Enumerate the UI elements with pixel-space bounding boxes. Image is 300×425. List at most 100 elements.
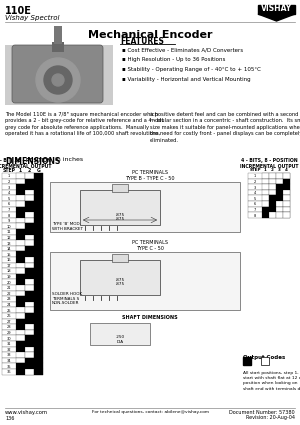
Bar: [269, 212, 276, 218]
Text: 12: 12: [7, 236, 11, 240]
Bar: [34, 240, 43, 246]
Text: Output Codes: Output Codes: [243, 355, 285, 360]
Text: www.vishay.com: www.vishay.com: [5, 410, 48, 415]
Bar: [262, 212, 269, 218]
Bar: [34, 363, 43, 369]
Circle shape: [36, 58, 80, 102]
Bar: [283, 201, 290, 207]
Bar: [16, 229, 25, 235]
Bar: [25, 240, 34, 246]
Bar: [16, 196, 25, 201]
Bar: [2, 207, 43, 212]
Bar: [16, 235, 25, 240]
Text: PC TERMINALS
TYPE C - 50: PC TERMINALS TYPE C - 50: [132, 240, 168, 251]
Bar: [25, 319, 34, 324]
Bar: [34, 246, 43, 252]
Bar: [2, 291, 43, 296]
Bar: [25, 263, 34, 268]
Text: PC TERMINALS
TYPE B - TYPE C - 50: PC TERMINALS TYPE B - TYPE C - 50: [125, 170, 175, 181]
Bar: [2, 246, 43, 252]
Bar: [16, 302, 25, 307]
Text: 15: 15: [7, 253, 11, 257]
Bar: [25, 252, 34, 257]
Bar: [283, 190, 290, 196]
Text: The Model 110E is a 7/8" square mechanical encoder which
provides a 2 - bit grey: The Model 110E is a 7/8" square mechanic…: [5, 112, 164, 136]
Bar: [2, 335, 43, 341]
Text: 5: 5: [254, 197, 256, 201]
Text: 20: 20: [7, 280, 11, 285]
Bar: [25, 173, 34, 178]
Text: .250
DIA: .250 DIA: [116, 335, 124, 343]
Text: ▪ Stability - Operating Range of - 40°C to + 105°C: ▪ Stability - Operating Range of - 40°C …: [122, 67, 261, 72]
Bar: [269, 196, 276, 201]
Bar: [25, 196, 34, 201]
Bar: [25, 246, 34, 252]
Bar: [34, 279, 43, 285]
Bar: [16, 263, 25, 268]
Bar: [248, 207, 290, 212]
Bar: [2, 369, 43, 374]
Text: SOLDER HOOK
TERMINALS S
NON-SOLDER: SOLDER HOOK TERMINALS S NON-SOLDER: [52, 292, 82, 305]
Bar: [248, 190, 290, 196]
Text: 29: 29: [7, 331, 11, 335]
Bar: [2, 212, 43, 218]
Bar: [276, 178, 283, 184]
Bar: [248, 184, 290, 190]
Text: 6: 6: [8, 202, 10, 206]
Bar: [276, 190, 283, 196]
Bar: [34, 330, 43, 335]
Text: G: G: [37, 168, 41, 173]
Text: 4: 4: [254, 191, 256, 195]
Text: 2: 2: [254, 180, 256, 184]
Bar: [2, 341, 43, 347]
Bar: [25, 291, 34, 296]
Bar: [16, 347, 25, 352]
Bar: [269, 190, 276, 196]
Bar: [16, 313, 25, 319]
Bar: [25, 296, 34, 302]
Text: 2: 2: [28, 168, 31, 173]
Bar: [2, 235, 43, 240]
Text: 2: 2: [271, 168, 274, 172]
Bar: [25, 313, 34, 319]
Text: 24: 24: [7, 303, 11, 307]
Bar: [34, 263, 43, 268]
Bar: [2, 302, 43, 307]
Text: 6: 6: [254, 202, 256, 206]
Text: 10: 10: [7, 225, 11, 229]
Bar: [34, 229, 43, 235]
Bar: [25, 363, 34, 369]
Bar: [262, 178, 269, 184]
Text: in inches: in inches: [53, 157, 83, 162]
Bar: [25, 190, 34, 196]
Text: 4: 4: [285, 168, 288, 172]
Bar: [16, 324, 25, 330]
Bar: [283, 184, 290, 190]
Bar: [276, 196, 283, 201]
Bar: [25, 302, 34, 307]
Bar: [50, 252, 240, 310]
Bar: [2, 307, 43, 313]
Bar: [2, 229, 43, 235]
Bar: [16, 257, 25, 263]
Text: 14: 14: [7, 247, 11, 251]
Bar: [262, 173, 269, 178]
Bar: [54, 26, 62, 44]
Bar: [2, 285, 43, 291]
Text: 110E: 110E: [5, 6, 32, 16]
Text: TYPE 'B' MOD.
WITH BRACKET: TYPE 'B' MOD. WITH BRACKET: [52, 222, 83, 231]
Bar: [25, 257, 34, 263]
Bar: [269, 184, 276, 190]
Bar: [25, 279, 34, 285]
Text: 3: 3: [8, 185, 10, 190]
Bar: [16, 279, 25, 285]
Text: 28: 28: [7, 326, 11, 329]
Text: STEP: STEP: [2, 168, 16, 173]
Bar: [283, 173, 290, 178]
Bar: [276, 184, 283, 190]
Bar: [2, 240, 43, 246]
Bar: [34, 313, 43, 319]
Bar: [34, 296, 43, 302]
Text: 2 - BIT, 36 - POSITION
INCREMENTAL OUTPUT: 2 - BIT, 36 - POSITION INCREMENTAL OUTPU…: [0, 158, 52, 169]
Bar: [34, 285, 43, 291]
